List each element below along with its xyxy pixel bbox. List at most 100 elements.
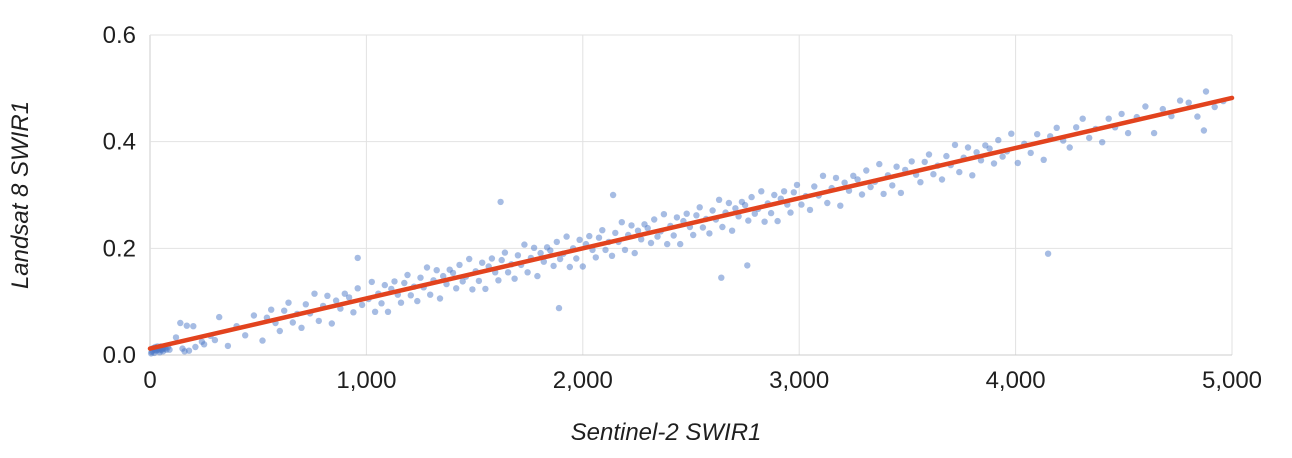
x-axis-title: Sentinel-2 SWIR1 — [571, 419, 762, 446]
scatter-point — [459, 278, 466, 285]
scatter-point — [917, 179, 924, 186]
scatter-point — [986, 145, 993, 152]
scatter-point — [599, 227, 606, 234]
scatter-point — [1079, 115, 1086, 122]
scatter-point — [449, 269, 457, 277]
scatter-point — [793, 181, 801, 189]
scatter-point — [664, 240, 671, 248]
scatter-point — [938, 176, 946, 183]
scatter-point — [436, 295, 444, 302]
y-axis-title: Landsat 8 SWIR1 — [7, 101, 34, 289]
scatter-point — [495, 277, 502, 284]
scatter-point — [1027, 149, 1034, 157]
scatter-point — [1044, 250, 1052, 257]
scatter-point — [811, 183, 818, 190]
y-tick-label: 0.6 — [103, 22, 136, 49]
scatter-point — [198, 338, 206, 345]
scatter-point — [741, 201, 749, 209]
scatter-point — [440, 272, 447, 280]
scatter-point — [488, 255, 496, 262]
scatter-point — [609, 191, 617, 199]
scatter-point — [550, 262, 557, 270]
scatter-point — [358, 301, 366, 309]
scatter-point — [555, 304, 563, 312]
scatter-point — [466, 255, 473, 263]
scatter-point — [183, 322, 190, 329]
scatter-point — [381, 281, 388, 289]
scatter-point — [709, 207, 716, 214]
scatter-point — [1211, 103, 1218, 111]
scatter-point — [644, 224, 651, 232]
scatter-point — [660, 211, 668, 218]
scatter-point — [850, 172, 857, 179]
scatter-point — [696, 204, 703, 211]
scatter-point — [482, 285, 489, 293]
scatter-point — [521, 241, 528, 248]
scatter-point — [453, 285, 460, 292]
scatter-point — [397, 299, 405, 306]
scatter-point — [999, 153, 1006, 160]
scatter-point — [638, 236, 645, 243]
scatter-point — [921, 158, 928, 166]
scatter-point — [298, 324, 305, 331]
scatter-point — [1200, 127, 1208, 134]
scatter-point — [631, 249, 638, 257]
scatter-point — [586, 232, 593, 240]
scatter-point — [880, 190, 887, 198]
scatter-point — [384, 308, 392, 315]
scatter-point — [537, 249, 544, 257]
scatter-point — [190, 323, 197, 330]
scatter-point — [893, 163, 900, 170]
scatter-point — [469, 286, 476, 293]
scatter-point — [973, 149, 980, 156]
scatter-point — [889, 182, 896, 189]
scatter-point — [547, 247, 554, 254]
scatter-point — [634, 227, 642, 234]
scatter-point — [391, 278, 398, 285]
scatter-point — [1099, 139, 1106, 146]
scatter-point — [479, 259, 486, 266]
scatter-point — [699, 224, 707, 231]
scatter-point — [259, 337, 266, 344]
x-tick-label: 1,000 — [336, 367, 396, 394]
y-tick-label: 0.4 — [103, 129, 136, 156]
scatter-point — [744, 262, 751, 269]
scatter-point — [511, 275, 518, 282]
scatter-point — [216, 313, 223, 321]
scatter-point — [1040, 156, 1047, 163]
scatter-point — [602, 246, 609, 254]
scatter-point — [281, 307, 288, 314]
scatter-point — [328, 320, 335, 327]
scatter-point — [524, 269, 531, 276]
scatter-point — [553, 238, 560, 246]
scatter-point — [401, 279, 408, 287]
scatter-point — [925, 151, 933, 158]
scatter-point — [690, 231, 697, 239]
scatter-point — [177, 319, 184, 327]
scatter-point — [1008, 130, 1015, 137]
scatter-point — [806, 206, 814, 214]
scatter-point — [1159, 105, 1167, 113]
scatter-point — [159, 348, 167, 355]
scatter-point — [943, 152, 950, 160]
scatter-point — [224, 342, 232, 350]
scatter-point — [192, 343, 199, 351]
scatter-point — [618, 219, 625, 226]
scatter-point — [683, 210, 690, 217]
scatter-point — [504, 269, 512, 276]
scatter-point — [276, 327, 283, 335]
scatter-point — [930, 171, 937, 178]
scatter-point — [647, 239, 655, 247]
scatter-point — [969, 172, 976, 179]
scatter-point — [761, 218, 768, 225]
scatter-point — [1014, 159, 1021, 167]
scatter-point — [1053, 124, 1060, 131]
scatter-point — [767, 209, 775, 217]
x-tick-label: 0 — [143, 367, 156, 394]
scatter-point — [951, 141, 959, 149]
scatter-point — [433, 267, 440, 274]
scatter-point — [563, 233, 570, 240]
scatter-point — [324, 292, 331, 299]
scatter-point — [780, 188, 788, 195]
